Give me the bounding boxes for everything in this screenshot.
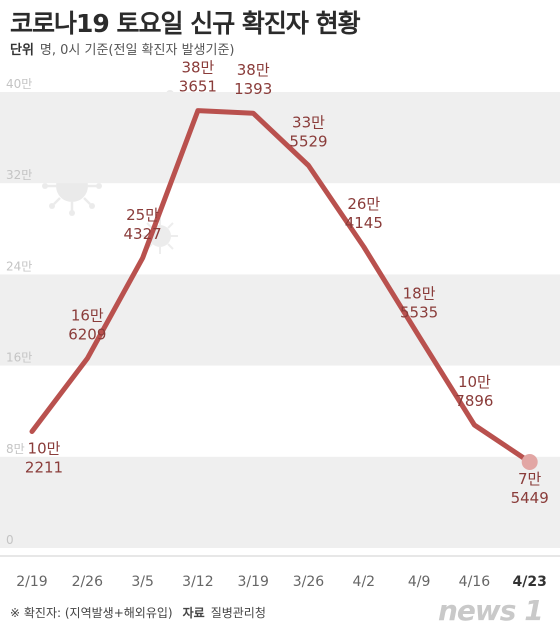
data-label-line: 3651	[179, 78, 217, 96]
y-tick-label: 8만	[6, 442, 25, 456]
unit-text: 명, 0시 기준(전일 확진자 발생기준)	[39, 43, 235, 58]
data-label: 38만 1393	[234, 61, 272, 98]
y-tick-label: 24만	[6, 259, 32, 273]
data-label-line: 26만	[347, 195, 380, 213]
data-label-line: 4145	[345, 214, 383, 232]
x-tick-label: 4/9	[408, 574, 431, 590]
y-tick-label: 0	[6, 533, 14, 547]
unit-note: 단위 명, 0시 기준(전일 확진자 발생기준)	[10, 39, 234, 58]
data-label: 7만 5449	[511, 470, 549, 507]
data-label-line: 5529	[289, 132, 327, 150]
data-label-line: 38만	[237, 61, 270, 79]
last-point-marker	[521, 453, 538, 470]
data-label-line: 7만	[518, 470, 542, 488]
x-tick-label: 3/26	[293, 574, 325, 590]
data-label: 26만 4145	[345, 195, 383, 232]
data-label: 18만 5535	[400, 284, 438, 321]
data-label-line: 4327	[124, 225, 162, 243]
x-tick-label: 4/2	[353, 574, 376, 590]
data-label-line: 6209	[68, 326, 106, 344]
data-label-line: 38만	[181, 59, 214, 77]
grid-band	[0, 456, 560, 548]
x-tick-label: 2/26	[72, 574, 104, 590]
footnote: ※ 확진자: (지역발생+해외유입)	[10, 606, 173, 620]
data-label-line: 25만	[126, 206, 159, 224]
unit-label: 단위	[10, 43, 34, 58]
data-label-line: 5449	[511, 489, 549, 507]
chart-title: 코로나19 토요일 신규 확진자 현황	[10, 9, 361, 38]
data-label: 10만 2211	[25, 439, 63, 476]
x-tick-label: 4/23	[513, 574, 547, 590]
source-text: 질병관리청	[210, 606, 266, 620]
x-tick-label: 3/12	[182, 574, 213, 590]
y-tick-label: 32만	[6, 168, 32, 182]
footer: ※ 확진자: (지역발생+해외유입) 자료 질병관리청	[10, 604, 266, 621]
series-line-group	[29, 108, 538, 470]
data-label-line: 1393	[234, 80, 272, 98]
data-label-line: 10만	[458, 373, 491, 391]
data-label-line: 18만	[403, 284, 436, 302]
data-label-line: 2211	[25, 458, 63, 476]
data-label: 16만 6209	[68, 307, 106, 344]
data-label-line: 33만	[292, 113, 325, 131]
y-axis: 0 8만 16만 24만 32만 40만	[6, 77, 32, 547]
data-label-line: 7896	[455, 392, 493, 410]
x-tick-label: 4/16	[459, 574, 491, 590]
data-label-line: 5535	[400, 303, 438, 321]
news1-logo: news 1	[438, 594, 544, 627]
data-label: 10만 7896	[455, 373, 493, 410]
y-tick-label: 16만	[6, 351, 32, 365]
data-label: 33만 5529	[289, 113, 327, 150]
source-label: 자료	[182, 606, 205, 620]
series-line	[29, 108, 533, 465]
x-tick-label: 3/5	[131, 574, 154, 590]
grid-bands	[0, 92, 560, 548]
data-label: 38만 3651	[179, 59, 217, 96]
data-label-line: 10만	[28, 439, 61, 457]
data-label: 25만 4327	[124, 206, 162, 243]
y-tick-label: 40만	[6, 77, 32, 91]
x-tick-label: 2/19	[16, 574, 47, 590]
x-tick-label: 3/19	[237, 574, 268, 590]
data-label-line: 16만	[71, 307, 104, 325]
x-axis: 2/19 2/26 3/5 3/12 3/19 3/26 4/2 4/9 4/16 4/23	[0, 555, 560, 590]
